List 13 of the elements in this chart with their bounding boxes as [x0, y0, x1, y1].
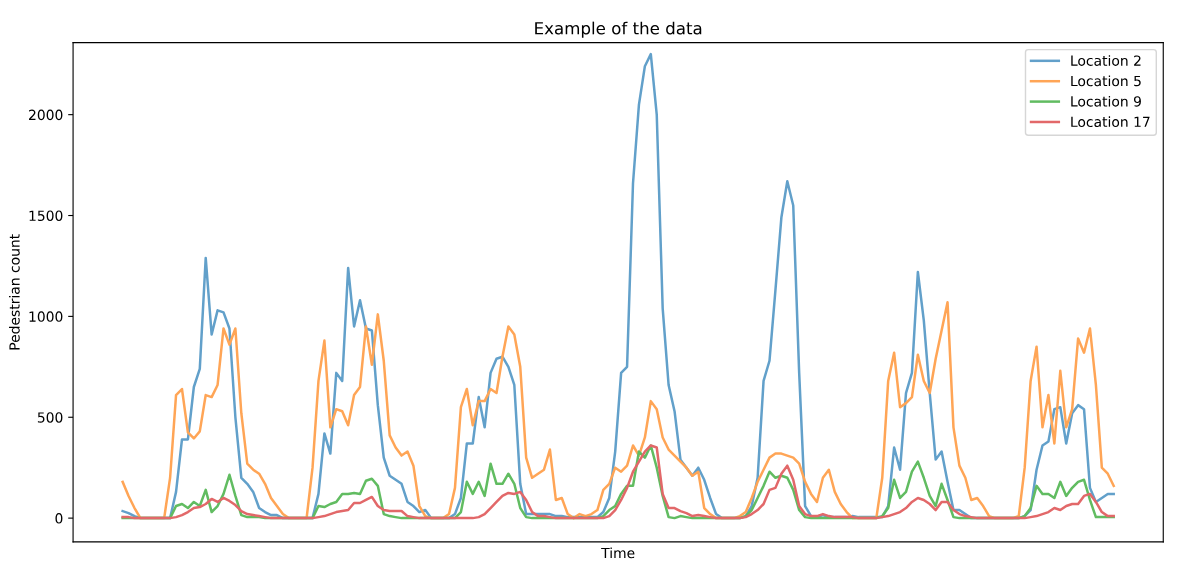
y-tick-label: 1000 [29, 311, 63, 322]
chart-title: Example of the data [535, 21, 702, 38]
y-tick-label: 2000 [29, 109, 63, 121]
legend-label: Location 2 [1071, 55, 1141, 66]
legend-label: Location 9 [1071, 95, 1141, 107]
y-tick-label: 500 [37, 412, 63, 423]
y-tick-label: 1500 [29, 210, 63, 221]
x-axis-title: Time [601, 547, 635, 559]
line-series [121, 301, 1115, 520]
y-axis-title: Pedestrian count [9, 234, 20, 350]
legend-label: Location 5 [1071, 75, 1141, 87]
legend-label: Location 17 [1071, 116, 1150, 128]
y-tick-label: 0 [55, 513, 63, 524]
